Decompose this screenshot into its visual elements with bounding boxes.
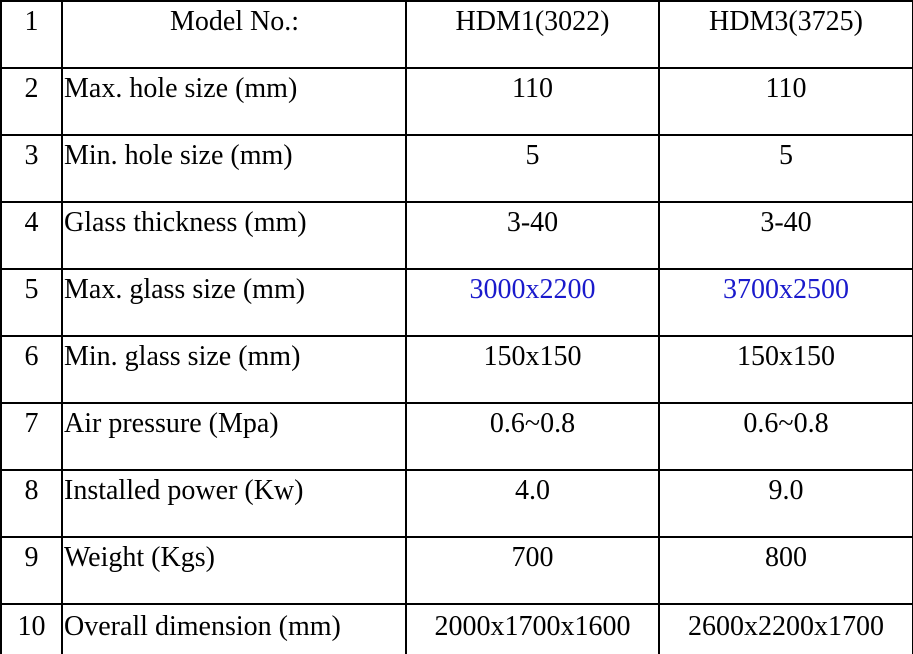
model-2-value: HDM3(3725) [658,0,913,69]
row-number: 10 [0,603,63,654]
model-1-value: 150x150 [405,335,660,404]
model-1-value: 700 [405,536,660,605]
model-1-value: 2000x1700x1600 [405,603,660,654]
row-number: 1 [0,0,63,69]
parameter-name: Max. hole size (mm) [61,67,407,136]
table-row: 7 Air pressure (Mpa) 0.6~0.8 0.6~0.8 [0,402,913,471]
row-number: 3 [0,134,63,203]
model-1-value: 3000x2200 [405,268,660,337]
parameter-name: Model No.: [61,0,407,69]
model-1-value: 110 [405,67,660,136]
parameter-name: Weight (Kgs) [61,536,407,605]
model-2-value: 3-40 [658,201,913,270]
header-row: 1 Model No.: HDM1(3022) HDM3(3725) [0,0,913,69]
model-1-value: 3-40 [405,201,660,270]
row-number: 7 [0,402,63,471]
row-number: 4 [0,201,63,270]
table-row: 4 Glass thickness (mm) 3-40 3-40 [0,201,913,270]
parameter-name: Air pressure (Mpa) [61,402,407,471]
parameter-name: Glass thickness (mm) [61,201,407,270]
model-1-value: 5 [405,134,660,203]
table-row: 9 Weight (Kgs) 700 800 [0,536,913,605]
row-number: 8 [0,469,63,538]
model-2-value: 150x150 [658,335,913,404]
model-2-value: 9.0 [658,469,913,538]
table-row: 10 Overall dimension (mm) 2000x1700x1600 26… [0,603,913,654]
parameter-name: Installed power (Kw) [61,469,407,538]
model-2-value: 0.6~0.8 [658,402,913,471]
parameter-name: Overall dimension (mm) [61,603,407,654]
model-2-value: 3700x2500 [658,268,913,337]
model-2-value: 110 [658,67,913,136]
model-1-value: HDM1(3022) [405,0,660,69]
model-2-value: 2600x2200x1700 [658,603,913,654]
table-row: 3 Min. hole size (mm) 5 5 [0,134,913,203]
table-row: 6 Min. glass size (mm) 150x150 150x150 [0,335,913,404]
model-1-value: 4.0 [405,469,660,538]
model-2-value: 800 [658,536,913,605]
model-2-value: 5 [658,134,913,203]
parameter-name: Min. hole size (mm) [61,134,407,203]
parameter-name: Max. glass size (mm) [61,268,407,337]
table-row: 2 Max. hole size (mm) 110 110 [0,67,913,136]
table-row: 8 Installed power (Kw) 4.0 9.0 [0,469,913,538]
row-number: 6 [0,335,63,404]
table-row: 5 Max. glass size (mm) 3000x2200 3700x2500 [0,268,913,337]
row-number: 2 [0,67,63,136]
row-number: 5 [0,268,63,337]
parameter-name: Min. glass size (mm) [61,335,407,404]
model-1-value: 0.6~0.8 [405,402,660,471]
row-number: 9 [0,536,63,605]
